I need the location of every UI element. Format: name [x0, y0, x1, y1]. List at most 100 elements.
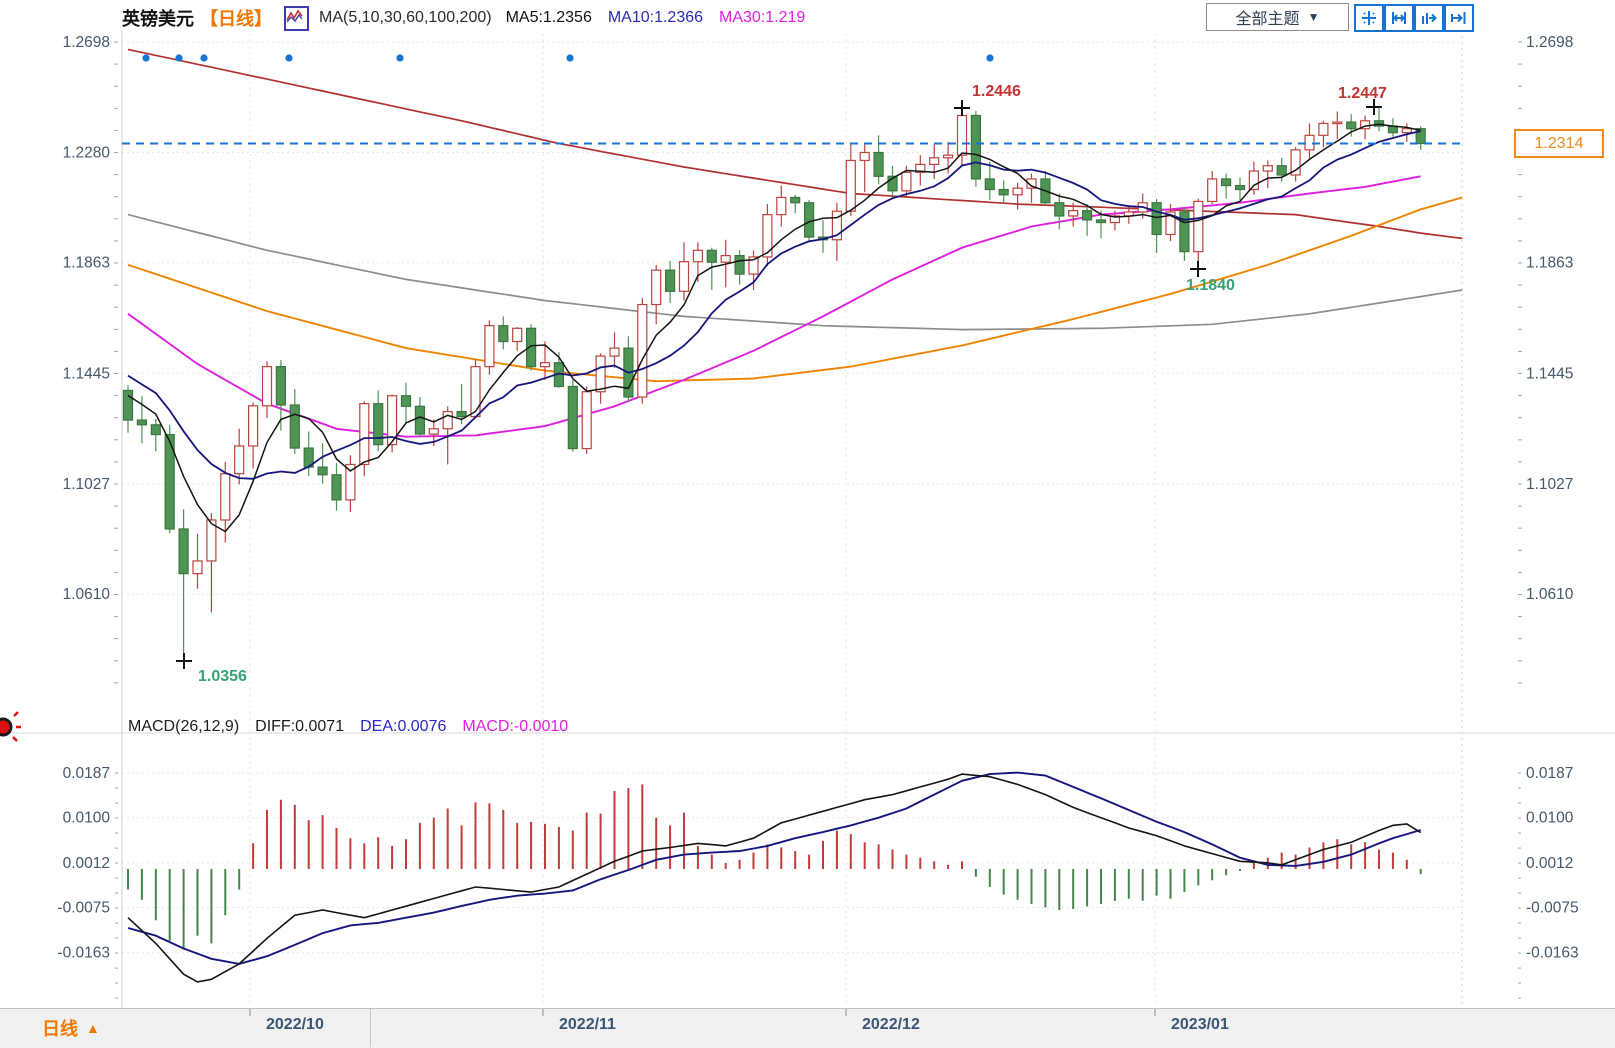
- candle-body: [178, 528, 189, 575]
- candle-body: [1415, 128, 1426, 145]
- candle-body: [1193, 200, 1204, 253]
- candle-body: [206, 519, 217, 562]
- event-dot-icon[interactable]: [285, 54, 293, 62]
- candle-body: [150, 424, 161, 436]
- event-dot-icon[interactable]: [200, 54, 208, 62]
- candle-body: [970, 114, 982, 180]
- current-price-badge: 1.2314: [1514, 129, 1604, 158]
- candle-body: [901, 171, 912, 192]
- candle-body: [915, 163, 926, 173]
- candle-body: [1137, 202, 1148, 213]
- candle-body: [845, 159, 856, 212]
- candle-body: [1276, 165, 1287, 176]
- triangle-up-icon: ▲: [86, 1020, 100, 1036]
- candle-body: [929, 157, 940, 166]
- theme-dropdown-button[interactable]: 全部主题 ▼: [1206, 3, 1349, 31]
- candle-body: [720, 255, 731, 263]
- candle-body: [331, 474, 342, 501]
- candle-body: [428, 428, 439, 435]
- event-dot-icon[interactable]: [986, 54, 994, 62]
- candle-body: [1151, 202, 1162, 236]
- theme-dropdown-label: 全部主题: [1235, 11, 1300, 28]
- event-dot-icon[interactable]: [142, 54, 150, 62]
- candle-body: [1373, 120, 1385, 127]
- candle-body: [1109, 215, 1121, 224]
- axis-tick-label: 1.0610: [1526, 586, 1574, 603]
- axis-tick-label: 1.2280: [63, 145, 111, 162]
- candle-body: [289, 404, 300, 449]
- candle-body: [317, 466, 328, 476]
- candle-body: [706, 249, 717, 263]
- period-label: 日线: [42, 1019, 78, 1039]
- candle-body: [1387, 125, 1399, 134]
- ma-line: [127, 773, 1422, 983]
- jump-latest-icon[interactable]: [1444, 4, 1474, 32]
- candle-body: [873, 151, 884, 177]
- event-dot-icon[interactable]: [175, 54, 183, 62]
- period-tag: 【日线】: [200, 9, 272, 29]
- event-dot-icon[interactable]: [396, 54, 404, 62]
- candle-body: [345, 463, 356, 501]
- candle-body: [790, 196, 801, 204]
- candle-body: [595, 355, 606, 393]
- candle-body: [164, 433, 175, 530]
- candle-body: [664, 269, 676, 292]
- axis-tick-label: 1.0610: [63, 586, 111, 603]
- macd-header: MACD(26,12,9) DIFF:0.0071 DEA:0.0076 MAC…: [128, 718, 568, 736]
- price-annotation: 1.2447: [1338, 85, 1387, 102]
- candle-body: [484, 325, 495, 368]
- ma-line: [127, 213, 1463, 331]
- axis-tick-label: -0.0075: [57, 899, 110, 916]
- candle-body: [234, 445, 245, 475]
- axis-tick-label: 0.0187: [63, 765, 110, 782]
- candle-body: [553, 362, 565, 388]
- candle-body: [1262, 165, 1273, 172]
- chart-header: 英镑美元 【日线】 MA(5,10,30,60,100,200) MA5:1.23…: [122, 5, 805, 31]
- candle-body: [1318, 122, 1329, 136]
- price-annotation: 1.0356: [198, 668, 247, 685]
- symbol-name: 英镑美元: [122, 9, 194, 29]
- axis-tick-label: 1.1027: [63, 476, 110, 493]
- candle-body: [220, 473, 231, 521]
- crosshair-icon[interactable]: [1354, 4, 1384, 32]
- candle-body: [762, 214, 773, 258]
- axis-tick-label: 0.0012: [1526, 855, 1573, 872]
- candle-body: [1220, 178, 1232, 187]
- scroll-right-icon[interactable]: [1414, 4, 1444, 32]
- macd-dea-value: DEA:0.0076: [360, 718, 447, 735]
- candle-body: [1179, 211, 1190, 253]
- candle-body: [1290, 149, 1301, 176]
- event-dot-icon[interactable]: [566, 54, 574, 62]
- axis-tick-label: 0.0100: [63, 810, 111, 827]
- period-selector[interactable]: 日线 ▲: [0, 1009, 371, 1047]
- axis-tick-label: 1.2698: [1526, 34, 1573, 51]
- candle-body: [400, 395, 412, 407]
- ma30-value: MA30:1.219: [719, 9, 806, 26]
- macd-settings-label: MACD(26,12,9): [128, 718, 240, 735]
- candle-body: [373, 403, 384, 446]
- candle-body: [1234, 184, 1246, 191]
- candle-body: [956, 114, 968, 156]
- candle-body: [567, 385, 578, 450]
- candle-body: [470, 366, 481, 418]
- candle-body: [623, 347, 634, 398]
- candle-body: [1207, 178, 1218, 203]
- candle-body: [984, 178, 995, 191]
- ma10-value: MA10:1.2366: [607, 9, 704, 26]
- candle-body: [581, 391, 592, 450]
- axis-tick-label: 1.1445: [63, 365, 110, 382]
- candle-body: [692, 249, 704, 263]
- axis-tick-label: 1.1863: [1526, 255, 1573, 272]
- candle-body: [303, 447, 314, 468]
- axis-tick-label: 1.1027: [1526, 476, 1573, 493]
- axis-tick-label: 1.1445: [1526, 365, 1573, 382]
- candle-body: [887, 175, 898, 192]
- axis-tick-label: -0.0075: [1526, 899, 1579, 916]
- candle-body: [1401, 128, 1412, 134]
- macd-macd-value: MACD:-0.0010: [462, 718, 569, 735]
- candle-body: [122, 389, 134, 421]
- axis-tick-label: 0.0187: [1526, 765, 1573, 782]
- candle-body: [525, 327, 537, 368]
- range-zoom-icon[interactable]: [1384, 4, 1414, 32]
